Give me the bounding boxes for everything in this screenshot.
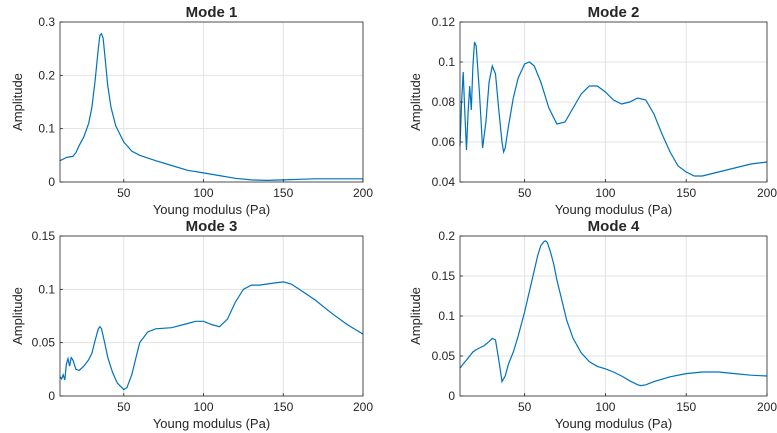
y-tick-label: 0 [48, 175, 55, 189]
y-tick-label: 0.1 [438, 55, 455, 69]
x-axis-label: Young modulus (Pa) [555, 202, 672, 217]
x-tick-label: 50 [117, 186, 131, 200]
x-tick-label: 50 [518, 400, 532, 414]
y-tick-label: 0.2 [438, 229, 455, 243]
y-tick-label: 0.08 [432, 95, 456, 109]
series-line [459, 41, 768, 177]
x-tick-label: 100 [595, 186, 615, 200]
chart-title: Mode 2 [588, 4, 640, 21]
y-tick-label: 0.1 [38, 122, 55, 136]
x-tick-label: 200 [757, 400, 777, 414]
x-axis-label: Young modulus (Pa) [153, 202, 270, 217]
y-tick-label: 0 [448, 389, 455, 403]
chart-panel-1: 50 100 150 200 0 0.1 0.2 0.3 Mode 1 Young modulus… [10, 4, 373, 217]
series-line [59, 281, 364, 391]
plot-area [60, 236, 363, 396]
x-tick-label: 100 [194, 186, 214, 200]
chart-title: Mode 1 [186, 4, 238, 21]
chart-panel-2: 50 100 150 200 0.04 0.06 0.08 0.1 0.12 Mode 2 Youn… [408, 4, 777, 217]
panels: 50 100 150 200 0 0.1 0.2 0.3 Mode 1 Young modulus… [10, 4, 777, 431]
series-line [459, 240, 768, 387]
chart-title: Mode 3 [186, 218, 238, 235]
y-tick-label: 0.15 [32, 229, 56, 243]
y-tick-label: 0.15 [432, 269, 456, 283]
y-tick-label: 0.1 [38, 282, 55, 296]
x-tick-label: 200 [353, 186, 373, 200]
axes-frame [59, 235, 364, 397]
x-axis-label: Young modulus (Pa) [153, 416, 270, 431]
y-axis-label: Amplitude [408, 287, 423, 345]
plot-area [60, 22, 363, 182]
x-tick-label: 150 [273, 400, 293, 414]
x-tick-label: 50 [518, 186, 532, 200]
x-tick-label: 150 [676, 400, 696, 414]
y-tick-label: 0.05 [432, 349, 456, 363]
x-tick-label: 200 [353, 400, 373, 414]
y-tick-label: 0 [48, 389, 55, 403]
y-tick-label: 0.3 [38, 15, 55, 29]
y-tick-label: 0.05 [32, 336, 56, 350]
x-tick-label: 100 [595, 400, 615, 414]
axes-frame [59, 21, 364, 183]
y-tick-label: 0.06 [432, 135, 456, 149]
chart-title: Mode 4 [588, 218, 640, 235]
x-tick-label: 50 [117, 400, 131, 414]
series-line [59, 32, 363, 182]
y-tick-label: 0.12 [432, 15, 456, 29]
chart-panel-4: 50 100 150 200 0 0.05 0.1 0.15 0.2 Mode 4 Young mo… [408, 218, 777, 431]
x-axis-label: Young modulus (Pa) [555, 416, 672, 431]
x-tick-label: 150 [676, 186, 696, 200]
chart-panel-3: 50 100 150 200 0 0.05 0.1 0.15 Mode 3 Young modul… [10, 218, 373, 431]
y-tick-label: 0.04 [432, 175, 456, 189]
x-tick-label: 100 [194, 400, 214, 414]
x-tick-label: 200 [757, 186, 777, 200]
y-tick-label: 0.2 [38, 68, 55, 82]
x-tick-label: 150 [273, 186, 293, 200]
y-axis-label: Amplitude [408, 73, 423, 131]
y-tick-label: 0.1 [438, 309, 455, 323]
y-axis-label: Amplitude [10, 287, 25, 345]
y-axis-label: Amplitude [10, 73, 25, 131]
